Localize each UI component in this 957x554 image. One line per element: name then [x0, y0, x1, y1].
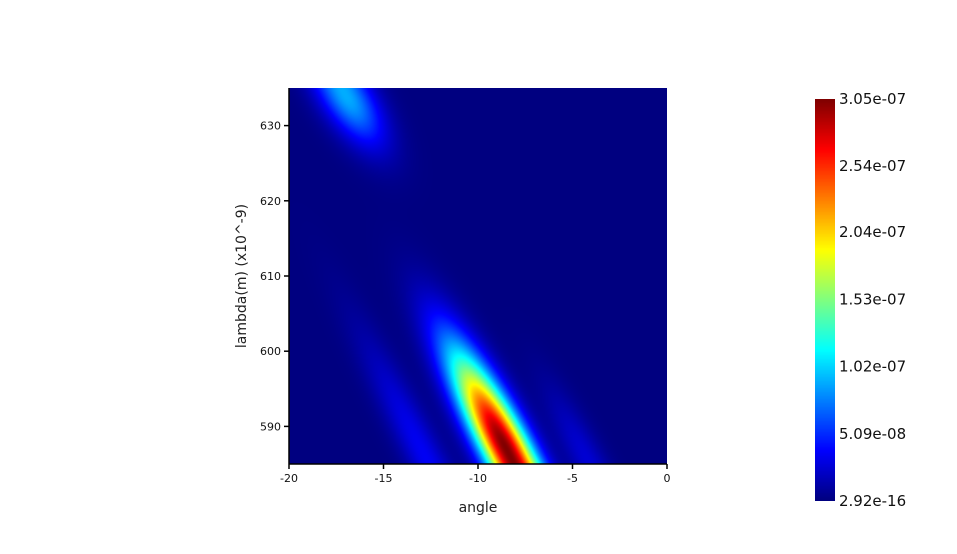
colorbar-gradient — [815, 99, 835, 501]
colorbar-label: 2.92e-16 — [839, 492, 906, 510]
x-axis-label: angle — [459, 500, 498, 516]
y-tick-label: 590 — [260, 420, 281, 433]
y-tick-label: 600 — [260, 345, 281, 358]
x-tick-label: -15 — [375, 472, 393, 485]
y-tick-label: 610 — [260, 270, 281, 283]
colorbar-label: 3.05e-07 — [839, 90, 906, 108]
heatmap-image — [289, 88, 667, 464]
colorbar-labels: 3.05e-07 2.54e-07 2.04e-07 1.53e-07 1.02e-07… — [839, 90, 906, 510]
x-tick-label: -20 — [280, 472, 298, 485]
y-tick-label: 630 — [260, 120, 281, 133]
x-ticks: -20 -15 -10 -5 0 — [280, 464, 671, 485]
colorbar-label: 2.04e-07 — [839, 223, 906, 241]
y-ticks: 590 600 610 620 630 — [260, 120, 289, 433]
colorbar-label: 1.53e-07 — [839, 290, 906, 308]
axes: -20 -15 -10 -5 0 590 600 610 620 630 angle lambd… — [234, 88, 671, 516]
colorbar: 3.05e-07 2.54e-07 2.04e-07 1.53e-07 1.02e-07… — [815, 90, 906, 510]
x-tick-label: -10 — [469, 472, 487, 485]
x-tick-label: -5 — [567, 472, 578, 485]
x-tick-label: 0 — [664, 472, 671, 485]
colorbar-label: 2.54e-07 — [839, 157, 906, 175]
colorbar-label: 5.09e-08 — [839, 425, 906, 443]
plot-area — [289, 88, 667, 464]
y-tick-label: 620 — [260, 195, 281, 208]
y-axis-label: lambda(m) (x10^-9) — [234, 204, 250, 348]
colorbar-label: 1.02e-07 — [839, 358, 906, 376]
